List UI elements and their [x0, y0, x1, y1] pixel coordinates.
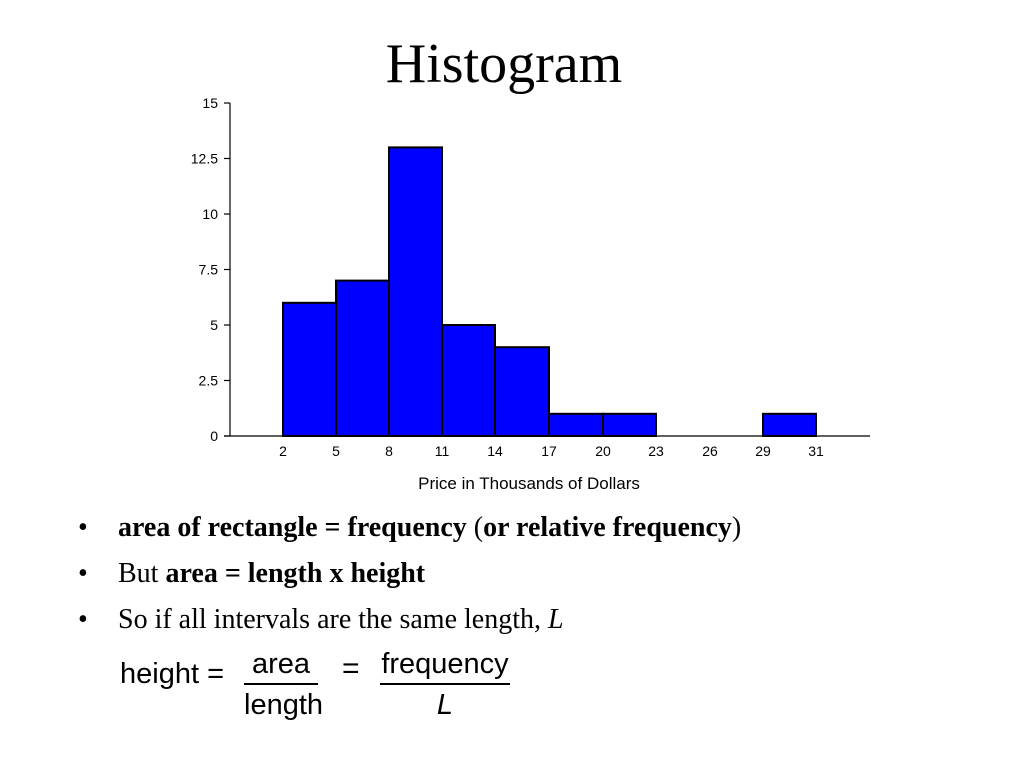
fraction-numerator: frequency [381, 648, 509, 680]
fraction-denominator: L [436, 689, 454, 721]
bullet-bold-text: or relative frequency [483, 512, 732, 543]
x-tick-label: 29 [755, 443, 771, 459]
histogram-bar [335, 279, 390, 437]
bullet-text: But area = length x height [118, 554, 425, 594]
bullet-text-normal: But [118, 558, 166, 589]
formula-equals: = [342, 652, 360, 685]
histogram-bar [762, 412, 817, 437]
histogram-bar [602, 412, 657, 437]
fraction-frequency-over-l: frequency L [380, 648, 510, 722]
y-tick-label: 7.5 [199, 262, 219, 278]
bullet-item-same-length: • So if all intervals are the same lengt… [78, 600, 998, 646]
bullet-list: • area of rectangle = frequency (or rela… [78, 508, 998, 646]
histogram-bar [494, 346, 550, 438]
x-tick-label: 20 [595, 443, 611, 459]
y-tick-label: 5 [210, 317, 218, 333]
fraction-bar [380, 683, 510, 685]
x-axis-label: Price in Thousands of Dollars [418, 474, 640, 493]
bullet-dot: • [78, 604, 88, 635]
x-tick-label: 17 [541, 443, 557, 459]
bullet-dot: • [78, 512, 88, 543]
x-tick-label: 11 [435, 443, 450, 459]
y-tick-label: 2.5 [199, 373, 219, 389]
bullet-text-normal: ) [731, 512, 742, 543]
bullet-item-area-formula: • But area = length x height [78, 554, 998, 600]
bullet-bold-text: area of rectangle = frequency [118, 512, 467, 543]
bullet-text-normal: ( [466, 512, 484, 543]
formula-lhs: height = [120, 658, 225, 690]
y-tick-label: 0 [210, 428, 218, 444]
y-tick-label: 10 [202, 206, 218, 222]
histogram-bar [441, 324, 496, 437]
x-tick-label: 26 [702, 443, 718, 459]
fraction-denominator: length [244, 689, 324, 721]
bullet-italic-text: L [547, 604, 564, 635]
x-tick-label: 2 [279, 443, 287, 459]
histogram-chart: 0 2.5 5 7.5 10 12.5 15 2 5 8 11 14 17 20 23 26 29 31 Price… [191, 95, 870, 493]
bullet-text: So if all intervals are the same length,… [118, 600, 564, 640]
bullet-bold-text: area = length x height [165, 558, 426, 589]
x-tick-label: 8 [385, 443, 393, 459]
histogram-bar [282, 301, 337, 437]
fraction-bar [244, 683, 318, 685]
x-tick-label: 14 [487, 443, 503, 459]
x-tick-label: 5 [332, 443, 340, 459]
x-tick-label: 23 [648, 443, 664, 459]
bullet-dot: • [78, 558, 88, 589]
bullet-text: area of rectangle = frequency (or relati… [118, 508, 741, 548]
bullet-item-area-rectangle: • area of rectangle = frequency (or rela… [78, 508, 998, 554]
slide-title: Histogram [385, 33, 623, 95]
histogram-bar [548, 412, 604, 437]
y-tick-label: 12.5 [191, 151, 218, 167]
bullet-text-normal: So if all intervals are the same length, [118, 604, 548, 635]
fraction-area-over-length: area length [244, 648, 324, 722]
histogram-bar [388, 146, 443, 437]
y-tick-label: 15 [202, 95, 218, 111]
x-tick-label: 31 [808, 443, 824, 459]
fraction-numerator: area [251, 648, 311, 680]
